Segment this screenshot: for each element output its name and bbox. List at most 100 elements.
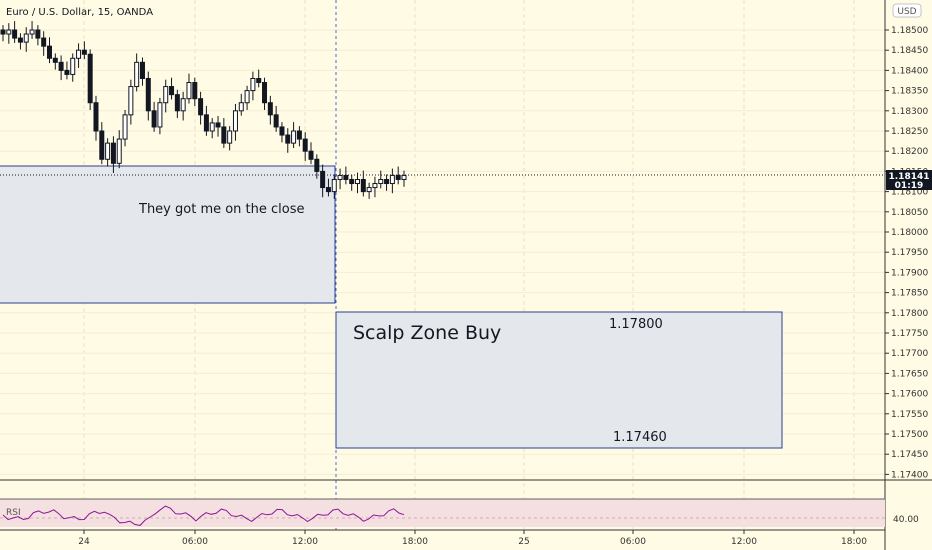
candle (87, 49, 93, 110)
candle-body-down (58, 61, 64, 71)
candle (192, 77, 198, 106)
zone-rectangles (0, 165, 885, 449)
rsi-pane[interactable] (0, 479, 932, 527)
candle-body-up (227, 130, 233, 144)
candle (267, 95, 273, 125)
price-tick-label: 1.17450 (891, 450, 928, 460)
candle-body-up (134, 61, 140, 88)
candle-body-down (384, 178, 390, 185)
candle-body-down (285, 134, 291, 144)
symbol-title[interactable]: Euro / U.S. Dollar, 15, OANDA (6, 7, 153, 18)
candle-body-up (244, 90, 250, 104)
time-tick-label: 24 (78, 537, 90, 547)
scalp-zone-title: Scalp Zone Buy (353, 322, 501, 344)
candle (384, 174, 390, 191)
candle-body-up (163, 86, 169, 104)
candle (337, 168, 343, 190)
candle (139, 57, 145, 86)
price-tick-label: 1.18400 (891, 66, 928, 76)
price-tick-label: 1.17600 (891, 390, 928, 400)
candle-body-down (0, 29, 6, 35)
candle (355, 172, 361, 194)
candle (215, 116, 221, 137)
candle (372, 176, 378, 198)
candle (366, 182, 372, 199)
candle (273, 105, 279, 132)
candle (308, 142, 314, 165)
price-tick-label: 1.17400 (891, 470, 928, 480)
candle-body-up (378, 178, 384, 185)
candle-body-down (302, 138, 308, 152)
candle (128, 79, 134, 125)
candle-body-up (128, 86, 134, 116)
scalp-zone-bottom-price: 1.17460 (613, 430, 667, 445)
candle-body-down (46, 45, 52, 59)
price-tick-label: 1.17750 (891, 329, 928, 339)
candle (76, 43, 82, 68)
price-tick-label: 1.17700 (891, 349, 928, 359)
close-note-text: They got me on the close (138, 202, 305, 217)
candle-body-down (279, 126, 285, 136)
candle-body-up (337, 174, 343, 180)
time-tick-label: 12:00 (731, 537, 757, 547)
candle (232, 103, 238, 141)
candle-body-down (17, 37, 23, 43)
candle-body-up (209, 122, 215, 132)
candle (279, 122, 285, 143)
candle-body-down (360, 178, 366, 193)
candle (70, 53, 76, 82)
candle (227, 126, 233, 151)
rsi-label[interactable]: RSI (6, 508, 21, 518)
candle (401, 170, 407, 187)
price-tick-label: 1.18200 (891, 147, 928, 157)
candle-body-up (29, 29, 35, 35)
candle (163, 79, 169, 113)
candle-body-down (64, 69, 70, 75)
candle-body-down (198, 98, 204, 116)
price-tick-label: 1.18300 (891, 107, 928, 117)
candle (221, 118, 227, 148)
candle (320, 164, 326, 198)
candle (35, 25, 41, 46)
candle (58, 55, 64, 81)
candle-body-up (76, 49, 82, 59)
time-tick-label: 12:00 (292, 537, 318, 547)
candle (256, 69, 262, 88)
candle-body-up (23, 33, 29, 43)
currency-badge[interactable]: USD (897, 7, 916, 17)
candle (29, 21, 35, 39)
candle-body-up (105, 142, 111, 160)
currency-badge-box[interactable] (892, 3, 922, 18)
candle (169, 77, 175, 100)
candle (180, 91, 186, 121)
price-axis[interactable]: 1.18500 1.18450 1.18400 1.18350 1.18300 1.182… (884, 0, 928, 550)
candle-body-down (87, 53, 93, 104)
candle-body-down (343, 174, 349, 180)
candle-body-up (70, 57, 76, 75)
candle-body-down (395, 174, 401, 180)
candle (331, 174, 337, 199)
scalp-zone-box (335, 311, 783, 449)
candle (64, 61, 70, 80)
candle (46, 37, 52, 64)
candle (244, 85, 250, 110)
time-tick-label: 18:00 (402, 537, 428, 547)
candle-body-down (267, 102, 273, 116)
candle (99, 122, 105, 165)
time-axis[interactable]: 24 06:00 12:00 18:00 25 06:00 12:00 18:00 (0, 529, 885, 547)
candle-body-up (6, 29, 12, 35)
price-tick-label: 1.17650 (891, 369, 928, 379)
candle-body-up (401, 174, 407, 180)
time-tick-label: 06:00 (182, 537, 208, 547)
candle (349, 174, 355, 191)
candle-body-down (256, 77, 262, 84)
last-price-value: 1.18141 (889, 172, 930, 182)
candle-body-down (12, 29, 18, 39)
candle-body-down (110, 142, 116, 164)
candle (174, 89, 180, 119)
candle-body-down (151, 110, 157, 128)
candle (52, 53, 58, 70)
candle-body-up (291, 130, 297, 144)
